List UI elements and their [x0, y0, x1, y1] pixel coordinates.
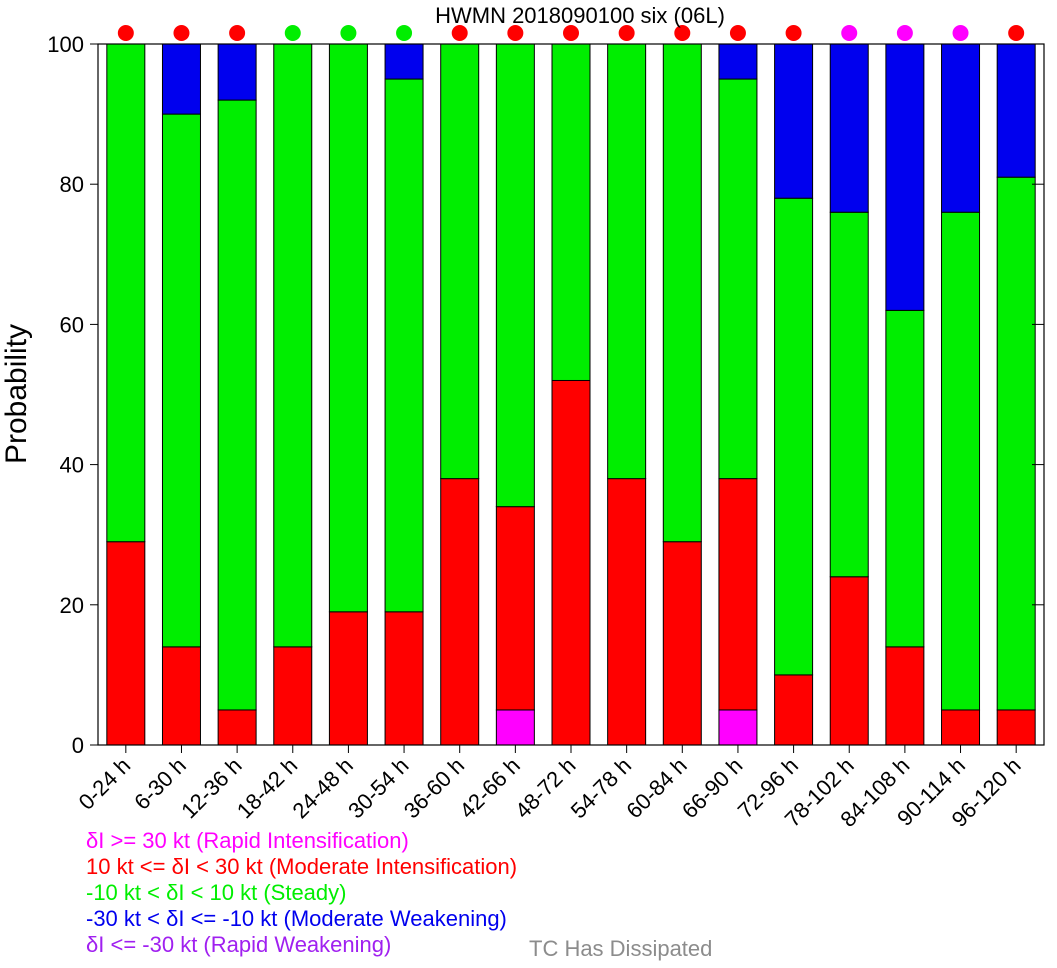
bar-segment-ri-11 — [718, 709, 758, 746]
top-dots-layer — [117, 25, 1025, 41]
probability-chart: 0-24 h6-30 h12-36 h18-42 h24-48 h30-54 h… — [0, 3, 1045, 826]
x-tick-label-9: 54-78 h — [566, 753, 636, 823]
status-dot-14 — [896, 25, 913, 41]
bar-segment-st-9 — [607, 43, 647, 480]
bar-segment-mi-10 — [662, 541, 702, 746]
bar-segment-st-0 — [106, 43, 146, 543]
y-tick-label-3: 60 — [60, 312, 84, 337]
x-tick-label-11: 66-90 h — [677, 753, 747, 823]
bar-segment-mi-9 — [607, 478, 647, 746]
status-dot-11 — [729, 25, 746, 41]
bar-segment-mi-16 — [996, 709, 1036, 746]
bar-segment-st-8 — [551, 43, 591, 381]
bar-segment-st-15 — [941, 211, 981, 711]
bar-segment-st-7 — [495, 43, 535, 508]
status-dot-13 — [841, 25, 858, 41]
legend-item-moderate-intensification: 10 kt <= δI < 30 kt (Moderate Intensific… — [86, 854, 518, 879]
x-tick-label-8: 48-72 h — [510, 753, 580, 823]
bars-layer — [106, 43, 1036, 746]
y-tick-label-4: 80 — [60, 172, 84, 197]
y-tick-label-2: 40 — [60, 453, 84, 478]
legend-item-moderate-weakening: -30 kt < δI <= -10 kt (Moderate Weakenin… — [86, 906, 507, 931]
legend-item-rapid-intensification: δI >= 30 kt (Rapid Intensification) — [86, 828, 409, 853]
y-axis-label: Probability — [0, 324, 33, 464]
status-dot-12 — [785, 25, 802, 41]
status-dot-6 — [451, 25, 468, 41]
x-tick-label-6: 36-60 h — [399, 753, 469, 823]
legend: δI >= 30 kt (Rapid Intensification) 10 k… — [86, 828, 517, 958]
bar-segment-st-12 — [774, 197, 814, 676]
bar-segment-st-14 — [885, 309, 925, 648]
status-dot-2 — [229, 25, 246, 41]
bar-segment-mw-1 — [161, 43, 201, 115]
bar-segment-st-13 — [829, 211, 869, 578]
bar-segment-mw-13 — [829, 43, 869, 213]
bar-segment-st-16 — [996, 176, 1036, 711]
bar-segment-mi-2 — [217, 709, 257, 746]
y-tick-label-1: 20 — [60, 593, 84, 618]
status-dot-4 — [340, 25, 357, 41]
y-tick-label-0: 0 — [72, 733, 84, 758]
x-tick-label-2: 12-36 h — [176, 753, 246, 823]
x-tick-label-7: 42-66 h — [454, 753, 524, 823]
bar-segment-mi-15 — [941, 709, 981, 746]
bar-segment-mw-16 — [996, 43, 1036, 178]
legend-item-steady: -10 kt < δI < 10 kt (Steady) — [86, 880, 347, 905]
y-tick-label-5: 100 — [47, 32, 84, 57]
bar-segment-mi-8 — [551, 379, 591, 746]
bar-segment-mi-0 — [106, 541, 146, 746]
bar-segment-st-10 — [662, 43, 702, 543]
bar-segment-st-11 — [718, 78, 758, 480]
bar-segment-mw-5 — [384, 43, 424, 80]
x-tick-label-5: 30-54 h — [343, 753, 413, 823]
bar-segment-mi-13 — [829, 576, 869, 746]
x-tick-label-10: 60-84 h — [621, 753, 691, 823]
bar-segment-st-2 — [217, 99, 257, 711]
x-tick-label-0: 0-24 h — [74, 753, 136, 815]
status-dot-1 — [173, 25, 190, 41]
chart-title: HWMN 2018090100 six (06L) — [435, 3, 725, 28]
bar-segment-mi-1 — [161, 646, 201, 746]
legend-item-rapid-weakening: δI <= -30 kt (Rapid Weakening) — [86, 932, 392, 957]
x-tick-label-4: 24-48 h — [288, 753, 358, 823]
x-tick-label-3: 18-42 h — [232, 753, 302, 823]
plot-frame — [97, 43, 1045, 746]
bar-segment-mi-7 — [495, 506, 535, 711]
bar-segment-mw-14 — [885, 43, 925, 311]
bar-segment-mi-11 — [718, 478, 758, 711]
bar-segment-st-5 — [384, 78, 424, 613]
status-dot-16 — [1008, 25, 1025, 41]
bar-segment-st-4 — [328, 43, 368, 613]
bar-segment-ri-7 — [495, 709, 535, 746]
status-dot-10 — [674, 25, 691, 41]
bar-segment-mi-4 — [328, 611, 368, 746]
status-dot-7 — [507, 25, 524, 41]
bar-segment-mi-14 — [885, 646, 925, 746]
bar-segment-mw-15 — [941, 43, 981, 213]
bar-segment-mi-6 — [440, 478, 480, 746]
status-dot-9 — [618, 25, 635, 41]
status-dot-3 — [284, 25, 301, 41]
status-dot-0 — [117, 25, 134, 41]
tc-dissipated-note: TC Has Dissipated — [529, 936, 713, 961]
bar-segment-mw-11 — [718, 43, 758, 80]
status-dot-15 — [952, 25, 969, 41]
status-dot-8 — [563, 25, 579, 41]
bar-segment-st-1 — [161, 113, 201, 648]
bar-segment-st-6 — [440, 43, 480, 480]
bar-segment-mi-12 — [774, 674, 814, 746]
bar-segment-mw-2 — [217, 43, 257, 101]
bar-segment-mi-5 — [384, 611, 424, 746]
bar-segment-st-3 — [273, 43, 313, 648]
status-dot-5 — [396, 25, 413, 41]
bar-segment-mw-12 — [774, 43, 814, 199]
bar-segment-mi-3 — [273, 646, 313, 746]
